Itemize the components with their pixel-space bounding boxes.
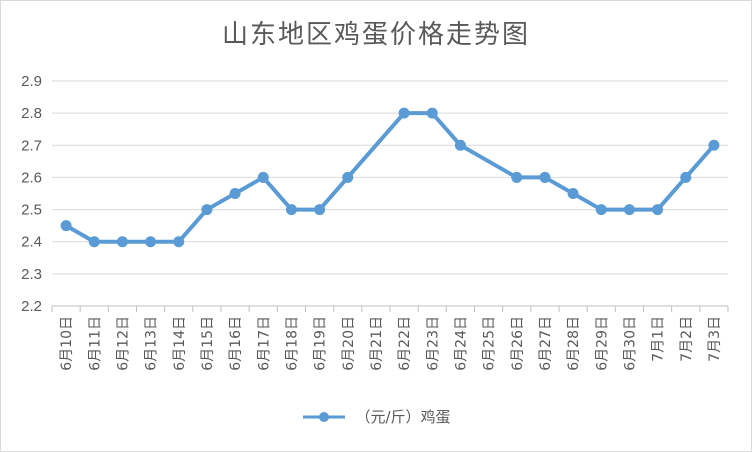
data-point	[88, 236, 100, 248]
x-tick-label: 6月27日	[538, 316, 554, 371]
data-point	[314, 204, 326, 216]
data-point	[539, 171, 551, 183]
x-tick-label: 6月29日	[594, 316, 610, 371]
x-tick-label: 6月20日	[341, 316, 357, 371]
data-point	[623, 204, 635, 216]
x-tick-label: 6月14日	[172, 316, 188, 371]
y-tick-label: 2.4	[21, 234, 42, 251]
data-point	[567, 188, 579, 199]
x-tick-label: 6月17日	[256, 316, 272, 371]
data-point	[454, 139, 466, 151]
chart-legend: （元/斤）鸡蛋	[0, 406, 752, 428]
data-point	[680, 171, 692, 183]
y-tick-label: 2.6	[21, 169, 42, 186]
x-tick-label: 6月21日	[369, 316, 385, 371]
data-point	[652, 204, 664, 216]
data-point	[145, 236, 157, 248]
x-tick-label: 6月18日	[284, 316, 300, 371]
data-point	[708, 139, 720, 151]
x-tick-label: 7月2日	[679, 316, 695, 362]
x-tick-label: 6月10日	[59, 316, 75, 371]
data-point	[595, 204, 607, 216]
legend-marker	[303, 411, 346, 422]
legend-label: （元/斤）鸡蛋	[355, 408, 451, 426]
x-tick-label: 7月3日	[707, 316, 723, 362]
data-point	[426, 107, 438, 119]
x-tick-label: 6月30日	[622, 316, 638, 371]
x-tick-label: 6月22日	[397, 316, 413, 371]
data-point	[342, 171, 354, 183]
data-point	[229, 188, 241, 199]
x-tick-label: 6月12日	[115, 316, 131, 371]
data-point	[257, 171, 269, 183]
x-tick-label: 6月13日	[144, 316, 160, 371]
x-tick-label: 6月23日	[425, 316, 441, 371]
data-point	[116, 236, 128, 248]
y-tick-label: 2.2	[21, 298, 42, 315]
data-point	[285, 204, 297, 216]
x-tick-label: 7月1日	[651, 316, 667, 362]
x-tick-label: 6月25日	[482, 316, 498, 371]
data-point	[173, 236, 185, 248]
data-point	[201, 204, 213, 216]
y-tick-label: 2.3	[21, 266, 42, 283]
x-tick-label: 6月11日	[87, 316, 103, 371]
series-line	[65, 111, 716, 244]
data-point	[60, 220, 72, 232]
y-tick-label: 2.9	[21, 73, 42, 90]
x-tick-label: 6月16日	[228, 316, 244, 371]
y-tick-label: 2.7	[21, 137, 42, 154]
x-tick-label: 6月19日	[313, 316, 329, 371]
data-point	[398, 107, 410, 119]
y-tick-label: 2.8	[21, 105, 42, 122]
x-tick-label: 6月15日	[200, 316, 216, 371]
x-tick-label: 6月26日	[510, 316, 526, 371]
x-tick-label: 6月28日	[566, 316, 582, 371]
x-tick-label: 6月24日	[453, 316, 469, 371]
chart-title: 山东地区鸡蛋价格走势图	[221, 20, 530, 50]
y-tick-label: 2.5	[21, 202, 42, 219]
data-point	[511, 171, 523, 183]
